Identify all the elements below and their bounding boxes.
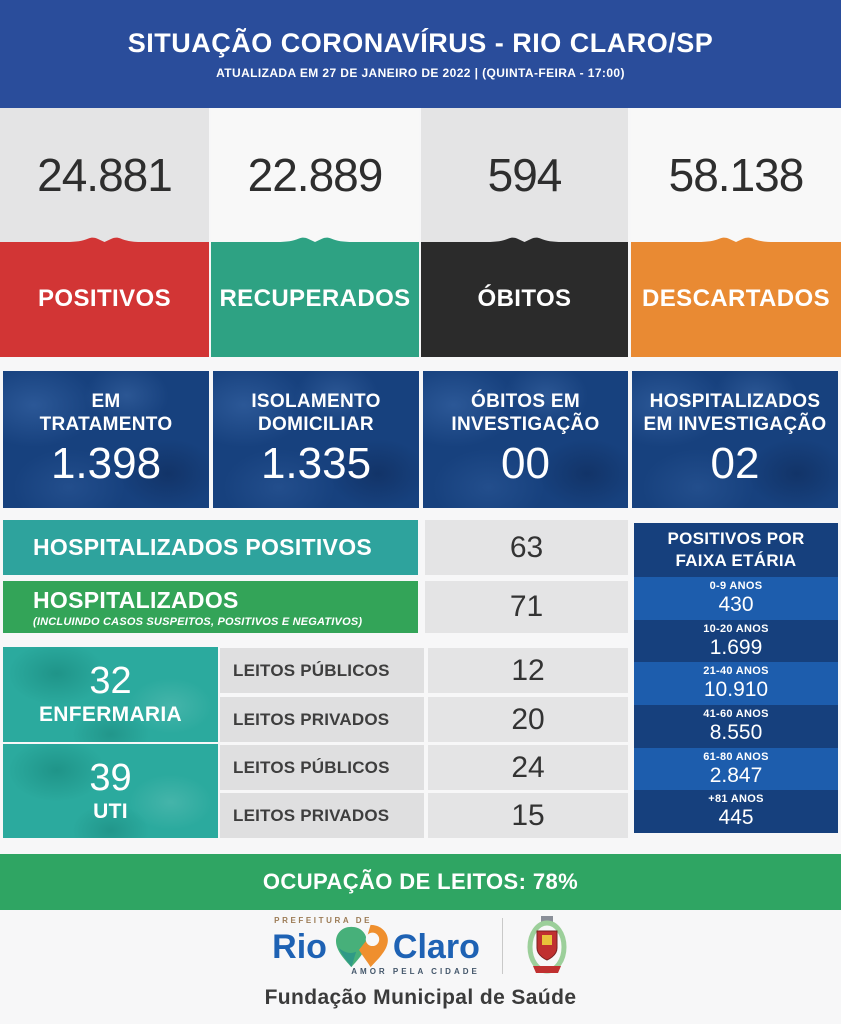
age-value: 8.550 xyxy=(709,720,763,744)
age-value: 1.699 xyxy=(709,635,763,659)
age-value: 2.847 xyxy=(709,763,763,787)
row-label: HOSPITALIZADOS POSITIVOS xyxy=(33,534,373,560)
brand-claro: Claro xyxy=(392,928,480,966)
wave-shape xyxy=(421,237,628,357)
age-label: 21-40 ANOS xyxy=(703,665,769,678)
enfermaria-total: 32 xyxy=(89,660,132,702)
status-value: 1.335 xyxy=(260,439,372,489)
prefeitura-de-text: PREFEITURA DE xyxy=(274,916,373,925)
status-value: 02 xyxy=(710,439,760,489)
brand-tagline: AMOR PELA CIDADE xyxy=(351,967,480,976)
card-positivos-label-block: POSITIVOS xyxy=(0,237,209,357)
status-label: HOSPITALIZADOS EM INVESTIGAÇÃO xyxy=(643,390,827,435)
wave-shape xyxy=(631,237,841,357)
wave-shape xyxy=(211,237,419,357)
age-label: 61-80 ANOS xyxy=(703,750,769,763)
map-pins-icon xyxy=(335,924,388,968)
bed-block-enfermaria: 32 ENFERMARIA xyxy=(3,647,218,742)
uti-type: UTI xyxy=(93,799,128,823)
bed-block-uti: 39 UTI xyxy=(3,744,218,838)
card-descartados-label-block: DESCARTADOS xyxy=(631,237,841,357)
city-crest-icon xyxy=(527,916,567,974)
positivos-value: 24.881 xyxy=(37,149,173,201)
wave-shape xyxy=(0,237,209,357)
row-sublabel: (INCLUINDO CASOS SUSPEITOS, POSITIVOS E … xyxy=(33,615,363,628)
uti-publicos-value: 24 xyxy=(428,745,628,790)
recuperados-label: RECUPERADOS xyxy=(219,285,411,312)
card-positivos-value-area: 24.881 xyxy=(0,108,209,242)
page-subtitle: ATUALIZADA EM 27 DE JANEIRO DE 2022 | (Q… xyxy=(216,66,625,80)
enfermaria-privados-value: 20 xyxy=(428,697,628,742)
brand-row: Rio Claro xyxy=(272,924,480,969)
card-recuperados-value-area: 22.889 xyxy=(211,108,419,242)
age-row-21-40: 21-40 ANOS 10.910 xyxy=(634,662,838,706)
age-groups-panel: POSITIVOS POR FAIXA ETÁRIA 0-9 ANOS 430 … xyxy=(634,523,838,833)
status-value: 1.398 xyxy=(50,439,162,489)
card-obitos-label-block: ÓBITOS xyxy=(421,237,628,357)
page-title: SITUAÇÃO CORONAVÍRUS - RIO CLARO/SP xyxy=(127,28,714,58)
card-recuperados-label-block: RECUPERADOS xyxy=(211,237,419,357)
enfermaria-publicos-label: LEITOS PÚBLICOS xyxy=(220,648,424,693)
enfermaria-type: ENFERMARIA xyxy=(39,703,182,726)
descartados-label: DESCARTADOS xyxy=(642,285,830,312)
row-hospitalizados-positivos: HOSPITALIZADOS POSITIVOS xyxy=(3,520,418,575)
status-label: ÓBITOS EM INVESTIGAÇÃO xyxy=(451,390,600,435)
age-label: 41-60 ANOS xyxy=(703,707,769,720)
positivos-label: POSITIVOS xyxy=(38,285,171,312)
rio-claro-logo: PREFEITURA DE Rio Claro AMOR PELA CIDADE xyxy=(272,916,480,976)
age-row-41-60: 41-60 ANOS 8.550 xyxy=(634,705,838,748)
age-label: 0-9 ANOS xyxy=(709,579,763,592)
uti-publicos-label: LEITOS PÚBLICOS xyxy=(220,745,424,790)
occupancy-text: OCUPAÇÃO DE LEITOS: 78% xyxy=(262,869,579,894)
organization-name: Fundação Municipal de Saúde xyxy=(264,986,577,1009)
enfermaria-privados-label: LEITOS PRIVADOS xyxy=(220,697,424,742)
age-label: +81 ANOS xyxy=(708,793,764,806)
status-box-obitos-investigacao: ÓBITOS EM INVESTIGAÇÃO 00 xyxy=(423,371,628,508)
card-obitos-value-area: 594 xyxy=(421,108,628,242)
uti-total: 39 xyxy=(89,756,132,799)
occupancy-bar: OCUPAÇÃO DE LEITOS: 78% xyxy=(0,854,841,910)
enfermaria-publicos-value: 12 xyxy=(428,648,628,693)
age-label: 10-20 ANOS xyxy=(703,622,769,635)
age-row-10-20: 10-20 ANOS 1.699 xyxy=(634,620,838,663)
age-row-61-80: 61-80 ANOS 2.847 xyxy=(634,747,838,791)
status-box-isolamento: ISOLAMENTO DOMICILIAR 1.335 xyxy=(213,371,419,508)
age-value: 430 xyxy=(718,592,754,616)
status-value: 00 xyxy=(501,439,550,489)
status-label: ISOLAMENTO DOMICILIAR xyxy=(251,390,381,435)
footer-logo-row: PREFEITURA DE Rio Claro AMOR PELA CIDADE xyxy=(0,914,841,978)
header: SITUAÇÃO CORONAVÍRUS - RIO CLARO/SP ATUA… xyxy=(0,0,841,108)
status-label: EM TRATAMENTO xyxy=(39,390,173,435)
card-descartados-value-area: 58.138 xyxy=(631,108,841,242)
footer-divider xyxy=(501,918,503,974)
hospitalizados-total-value: 71 xyxy=(425,581,628,633)
age-row-81-plus: +81 ANOS 445 xyxy=(634,790,838,833)
uti-privados-value: 15 xyxy=(428,793,628,838)
recuperados-value: 22.889 xyxy=(247,149,384,201)
descartados-value: 58.138 xyxy=(668,149,805,201)
uti-privados-label: LEITOS PRIVADOS xyxy=(220,793,424,838)
hospitalizados-positivos-value: 63 xyxy=(425,520,628,575)
row-label: HOSPITALIZADOS xyxy=(33,586,239,613)
age-row-0-9: 0-9 ANOS 430 xyxy=(634,577,838,620)
status-box-em-tratamento: EM TRATAMENTO 1.398 xyxy=(3,371,209,508)
brand-rio: Rio xyxy=(272,928,327,966)
age-groups-title: POSITIVOS POR FAIXA ETÁRIA xyxy=(667,528,805,570)
obitos-value: 594 xyxy=(487,149,563,201)
obitos-label: ÓBITOS xyxy=(477,285,572,312)
row-hospitalizados-total: HOSPITALIZADOS (INCLUINDO CASOS SUSPEITO… xyxy=(3,581,418,633)
age-value: 10.910 xyxy=(703,678,769,702)
age-value: 445 xyxy=(718,806,754,830)
status-box-hospitalizados-investigacao: HOSPITALIZADOS EM INVESTIGAÇÃO 02 xyxy=(632,371,838,508)
